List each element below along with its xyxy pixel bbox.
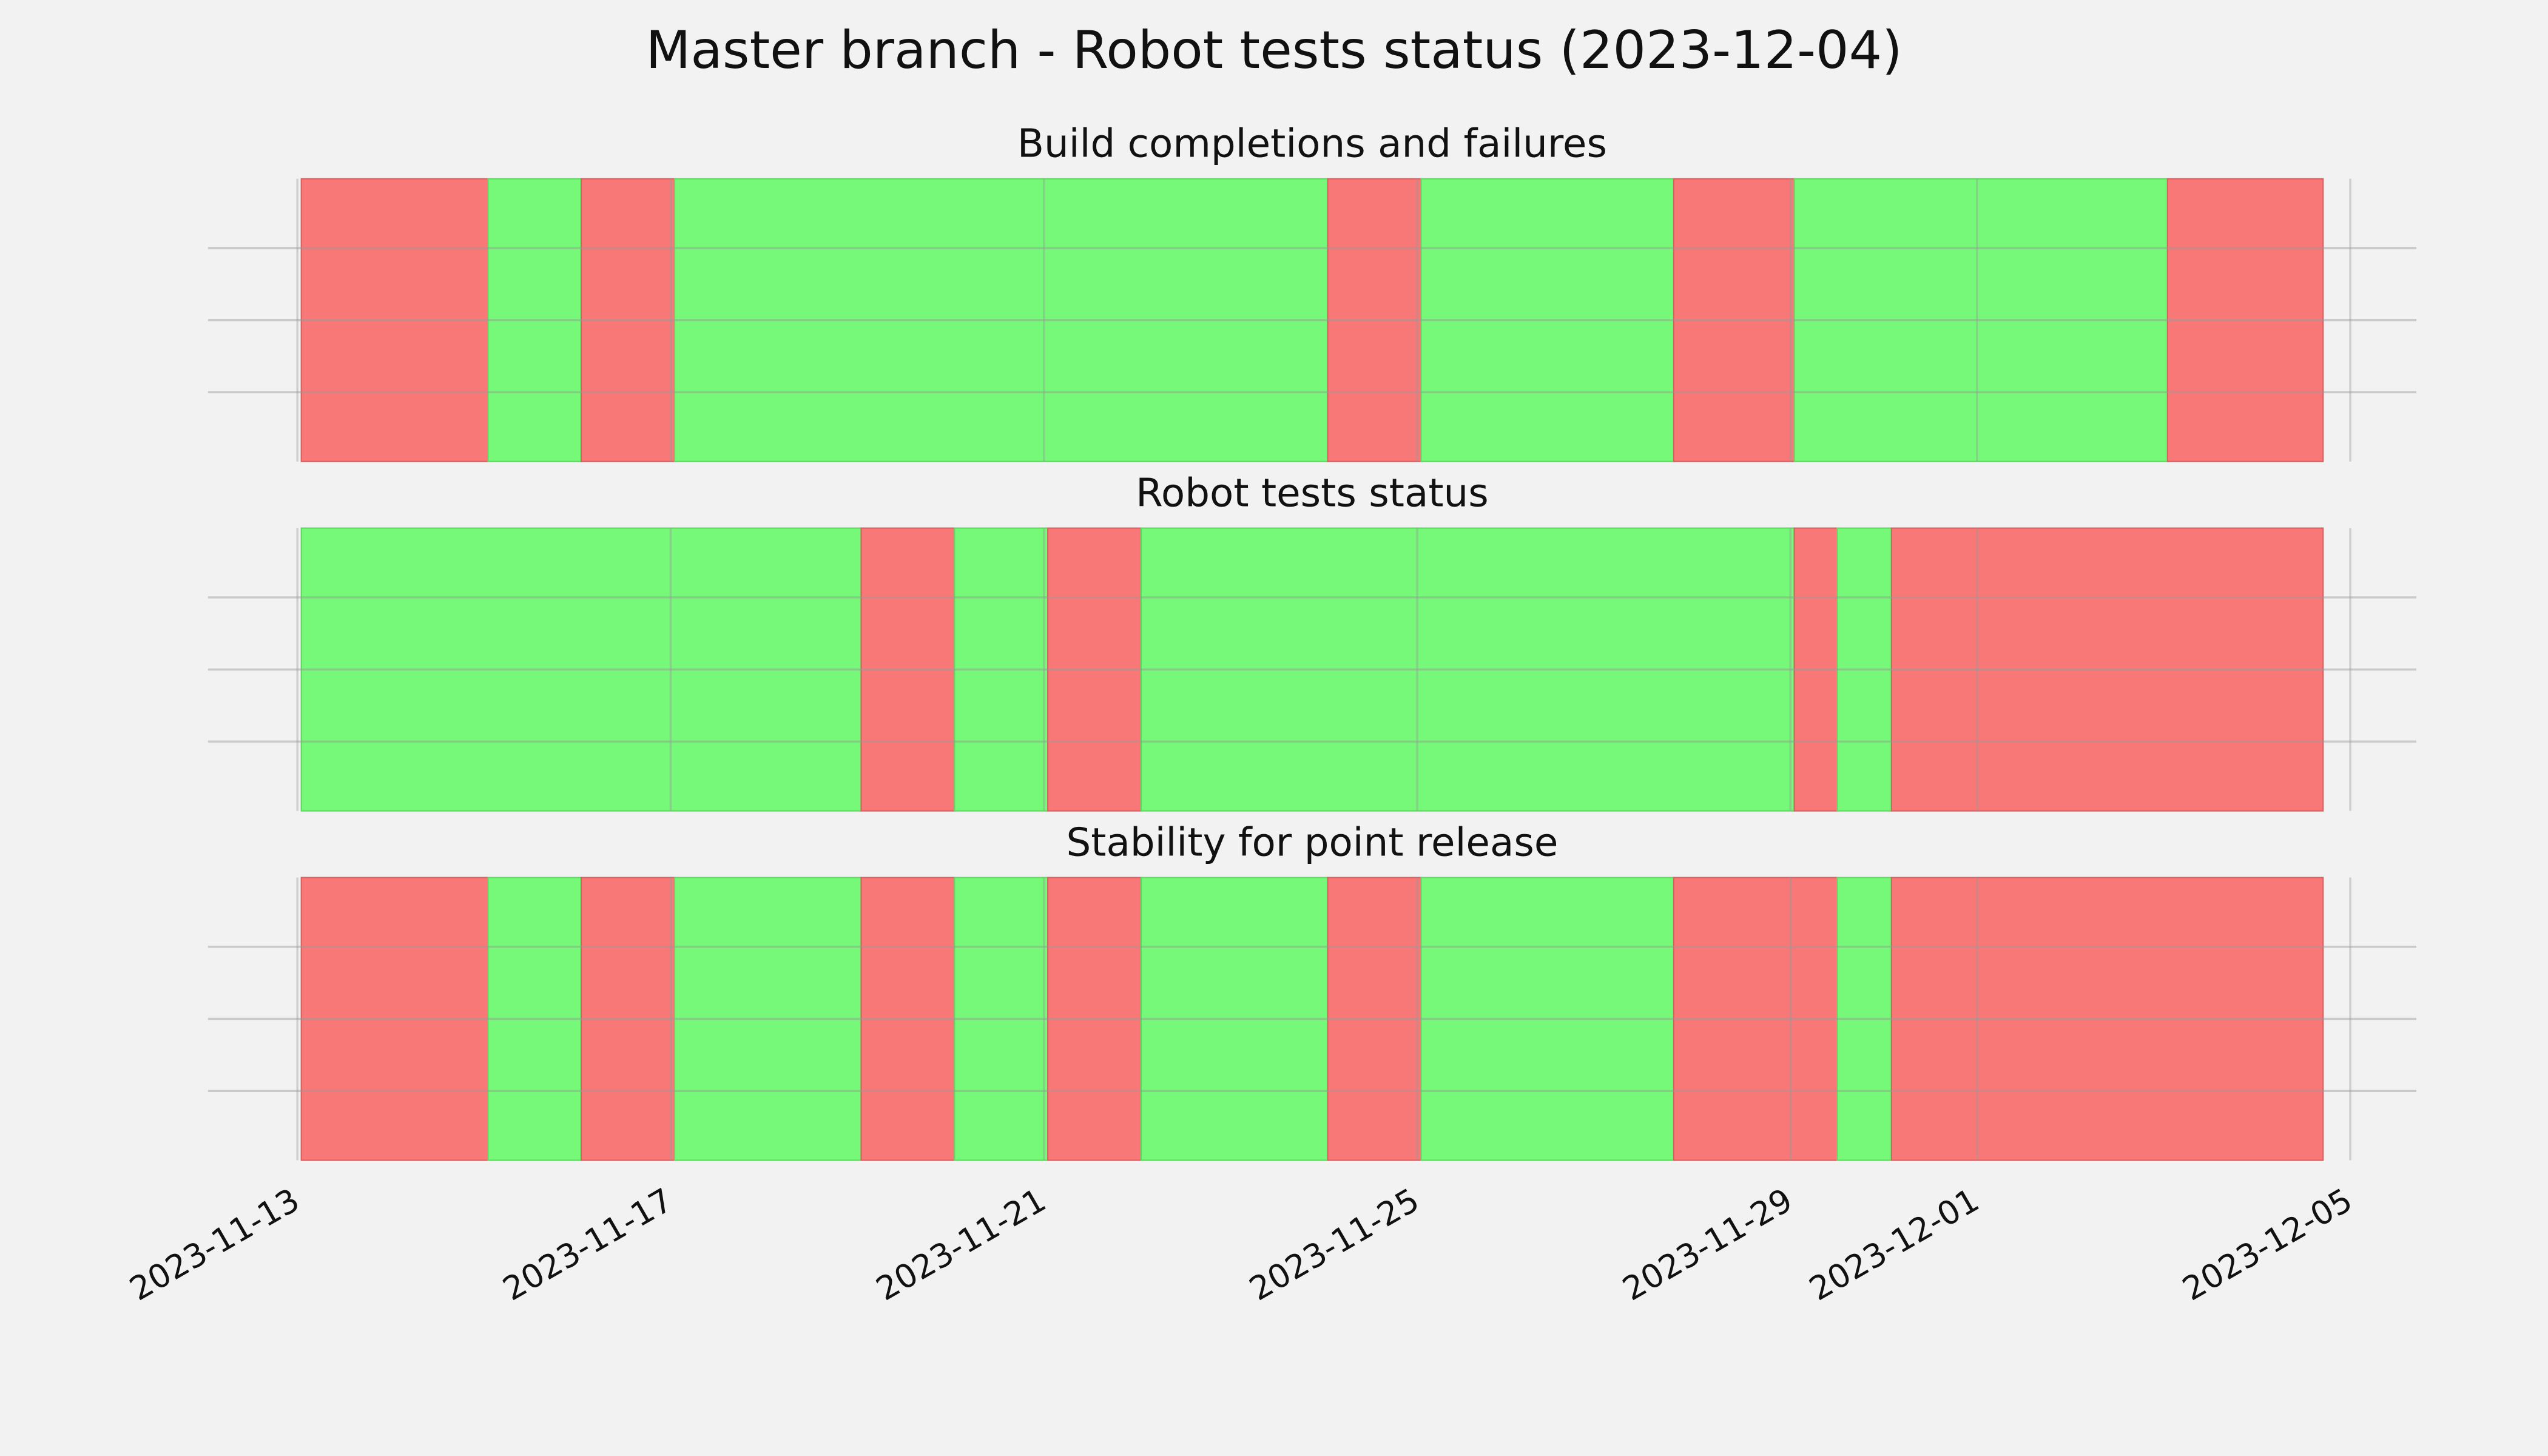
status-span (1836, 527, 1892, 812)
status-span (860, 877, 956, 1161)
status-span (300, 527, 862, 812)
status-span (1890, 527, 2324, 812)
status-span (1793, 527, 1838, 812)
status-span (1673, 178, 1795, 462)
chart-title: Master branch - Robot tests status (2023… (645, 20, 1902, 81)
status-span (300, 178, 489, 462)
status-span (673, 178, 1329, 462)
status-span (1140, 877, 1329, 1161)
status-span (954, 527, 1049, 812)
status-span (860, 527, 956, 812)
status-span (1890, 877, 2324, 1161)
panel-title: Robot tests status (1136, 471, 1489, 516)
panel-title: Build completions and failures (1017, 121, 1607, 167)
status-span (1420, 178, 1675, 462)
panel-title: Stability for point release (1067, 820, 1559, 865)
status-span (1327, 178, 1422, 462)
status-span (581, 178, 675, 462)
status-span (1047, 527, 1142, 812)
status-span (1420, 877, 1675, 1161)
status-span (1140, 527, 1795, 812)
status-span (1047, 877, 1142, 1161)
status-span (2166, 178, 2324, 462)
status-span (954, 877, 1049, 1161)
status-span (300, 877, 489, 1161)
status-span (581, 877, 675, 1161)
status-span (487, 178, 582, 462)
status-span (487, 877, 582, 1161)
status-span (673, 877, 862, 1161)
status-span (1327, 877, 1422, 1161)
status-span (1793, 178, 2168, 462)
